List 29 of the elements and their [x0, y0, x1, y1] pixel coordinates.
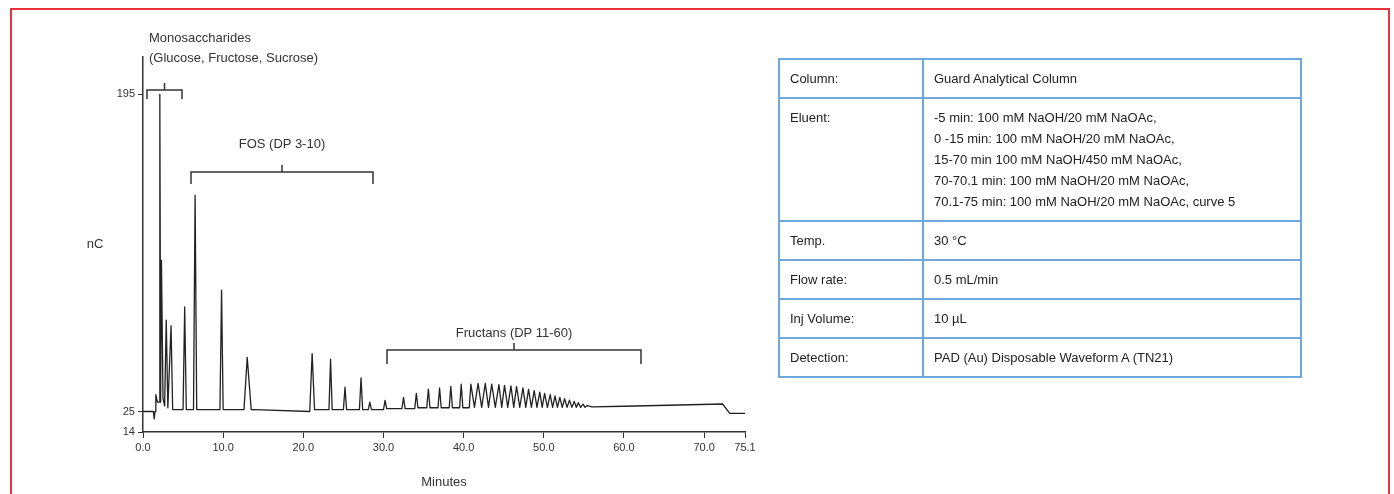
text: Inj Volume:: [779, 299, 923, 338]
text: Eluent:: [779, 98, 923, 221]
x-tick-label: 30.0: [372, 440, 395, 453]
x-tick-label: 20.0: [292, 440, 315, 453]
text: Guard Analytical Column: [923, 59, 1301, 98]
text: Temp.: [779, 221, 923, 260]
text: Flow rate:: [779, 260, 923, 299]
annotation: Fructans (DP 11-60): [455, 325, 573, 340]
x-tick-label: 70.0: [693, 440, 715, 453]
annotation: FOS (DP 3-10): [238, 136, 326, 151]
text: Column:: [779, 59, 923, 98]
text: 10 µL: [923, 299, 1301, 338]
x-axis-title: Minutes: [421, 473, 468, 489]
text: 30 °C: [923, 221, 1301, 260]
x-tick-label: 40.0: [452, 440, 475, 453]
annotation: Monosaccharides (Glucose, Fructose, Sucrose): [149, 30, 319, 65]
x-tick-label: 0.0: [135, 440, 151, 453]
text: PAD (Au) Disposable Waveform A (TN21): [923, 338, 1301, 377]
x-tick-label: 10.0: [212, 440, 234, 453]
y-tick-label: 14: [122, 425, 135, 438]
text: 0.5 mL/min: [923, 260, 1301, 299]
x-tick-label: 50.0: [533, 440, 555, 453]
text: Detection:: [779, 338, 923, 377]
x-tick-label: 75.1: [734, 440, 756, 453]
text: -5 min: 100 mM NaOH/20 mM NaOAc, 0 -15 min: 100 mM NaOH/20 mM NaOAc, 15-70 min 100 mM NaOH/450 mM NaOAc, 70-70.1 min: 100 mM NaOH/20 mM NaOAc, 70.1-75 min: 100 mM NaOH/20 mM NaOAc, curve 5: [923, 98, 1301, 221]
x-tick-label: 60.0: [613, 440, 635, 453]
y-tick-label: 195: [116, 87, 135, 100]
y-axis-title: nC: [86, 236, 104, 252]
y-tick-label: 25: [122, 404, 135, 417]
